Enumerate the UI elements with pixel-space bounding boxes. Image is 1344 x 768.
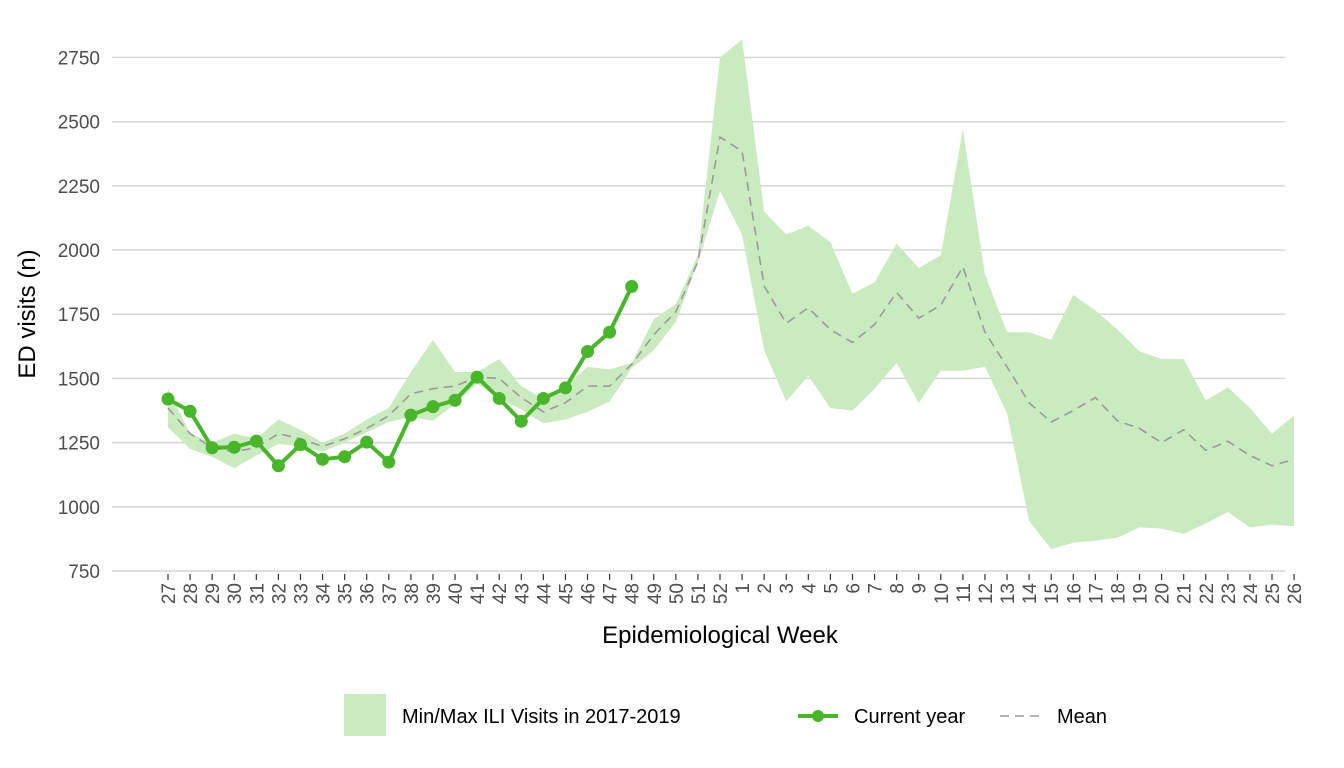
x-tick-label: 46 — [579, 583, 600, 604]
x-tick-label: 43 — [512, 583, 533, 604]
y-axis-title: ED visits (n) — [14, 249, 41, 378]
y-tick-label: 2000 — [58, 241, 100, 262]
x-tick-label: 26 — [1285, 583, 1306, 604]
current-year-point — [536, 391, 550, 405]
current-year-point — [470, 370, 484, 384]
x-tick-label: 16 — [1064, 583, 1085, 604]
current-year-point — [360, 435, 374, 449]
x-tick-label: 22 — [1197, 583, 1218, 604]
y-tick-label: 2500 — [58, 113, 100, 134]
x-tick-label: 12 — [976, 583, 997, 604]
x-tick-label: 15 — [1042, 583, 1063, 604]
x-tick-label: 27 — [159, 583, 180, 604]
x-tick-label: 51 — [689, 583, 710, 604]
current-year-point — [581, 344, 595, 358]
current-year-point — [625, 280, 639, 294]
legend-current-label: Current year — [854, 706, 965, 728]
current-year-points — [161, 280, 639, 473]
x-tick-label: 8 — [888, 583, 909, 594]
x-tick-label: 24 — [1241, 583, 1262, 605]
current-year-point — [271, 459, 285, 473]
x-tick-label: 19 — [1131, 583, 1152, 604]
y-tick-label: 1250 — [58, 434, 100, 455]
x-tick-label: 10 — [932, 583, 953, 604]
current-year-point — [293, 438, 307, 452]
legend-band-label: Min/Max ILI Visits in 2017-2019 — [402, 706, 681, 728]
x-tick-label: 3 — [777, 583, 798, 594]
current-year-point — [161, 392, 175, 406]
x-tick-label: 21 — [1175, 583, 1196, 604]
x-tick-label: 35 — [336, 583, 357, 604]
x-tick-label: 31 — [247, 583, 268, 604]
current-year-point — [514, 414, 528, 428]
x-tick-label: 49 — [645, 583, 666, 604]
x-tick-label: 2 — [755, 583, 776, 594]
y-tick-label: 750 — [68, 562, 100, 583]
x-tick-label: 48 — [623, 583, 644, 604]
x-tick-label: 45 — [556, 583, 577, 604]
current-year-point — [205, 441, 219, 455]
x-tick-label: 33 — [291, 583, 312, 604]
x-tick-label: 50 — [667, 583, 688, 604]
y-tick-label: 1000 — [58, 498, 100, 519]
current-year-point — [404, 408, 418, 422]
x-tick-label: 17 — [1086, 583, 1107, 604]
current-year-point — [183, 404, 197, 418]
current-year-point — [426, 400, 440, 414]
current-year-point — [249, 434, 263, 448]
current-year-line — [167, 285, 634, 468]
x-tick-label: 23 — [1219, 583, 1240, 604]
x-tick-label: 42 — [490, 583, 511, 604]
x-tick-label: 34 — [314, 583, 335, 605]
x-tick-label: 13 — [998, 583, 1019, 604]
y-axis-ticks: 750 1000 1250 1500 1750 2000 2250 2500 2750 — [58, 48, 100, 583]
x-tick-label: 38 — [402, 583, 423, 604]
x-tick-label: 32 — [269, 583, 290, 604]
y-tick-label: 2250 — [58, 177, 100, 198]
current-year-point — [492, 391, 506, 405]
x-tick-label: 39 — [424, 583, 445, 604]
x-tick-label: 4 — [799, 583, 820, 594]
current-year-point — [448, 393, 462, 407]
x-tick-label: 28 — [181, 583, 202, 604]
x-tick-label: 41 — [468, 583, 489, 604]
x-tick-label: 29 — [203, 583, 224, 604]
current-year-point — [338, 450, 352, 464]
x-tick-label: 40 — [446, 583, 467, 604]
x-tick-label: 20 — [1153, 583, 1174, 604]
x-tick-label: 36 — [358, 583, 379, 604]
y-tick-label: 1750 — [58, 305, 100, 326]
x-tick-label: 47 — [601, 583, 622, 604]
legend-current-marker — [812, 710, 824, 722]
x-tick-label: 18 — [1108, 583, 1129, 604]
x-tick-label: 52 — [711, 583, 732, 604]
x-tick-label: 37 — [380, 583, 401, 604]
legend-band-swatch — [344, 694, 386, 736]
mean-line — [167, 135, 1295, 467]
x-tick-label: 30 — [225, 583, 246, 604]
y-tick-label: 2750 — [58, 48, 100, 69]
x-tick-label: 6 — [843, 583, 864, 594]
x-tick-label: 1 — [733, 583, 754, 594]
legend-mean-label: Mean — [1057, 706, 1107, 728]
current-year-point — [603, 325, 617, 339]
x-tick-label: 44 — [534, 583, 555, 605]
y-tick-label: 1500 — [58, 369, 100, 390]
legend: Min/Max ILI Visits in 2017-2019 Current … — [344, 694, 1107, 736]
x-tick-label: 11 — [954, 583, 975, 603]
x-tick-label: 5 — [821, 583, 842, 594]
x-axis-ticks: 27 28 29 30 31 32 33 34 35 36 37 38 39 40 41 42 43 44 45 46… — [159, 574, 1306, 604]
current-year-point — [227, 440, 241, 454]
min-max-band — [168, 39, 1295, 550]
x-tick-label: 9 — [910, 583, 931, 594]
current-year-point — [382, 455, 396, 469]
x-tick-label: 7 — [866, 583, 887, 594]
current-year-point — [316, 452, 330, 466]
x-tick-label: 14 — [1020, 583, 1041, 605]
x-axis-title: Epidemiological Week — [602, 622, 839, 649]
x-tick-label: 25 — [1263, 583, 1284, 604]
current-year-point — [558, 381, 572, 395]
